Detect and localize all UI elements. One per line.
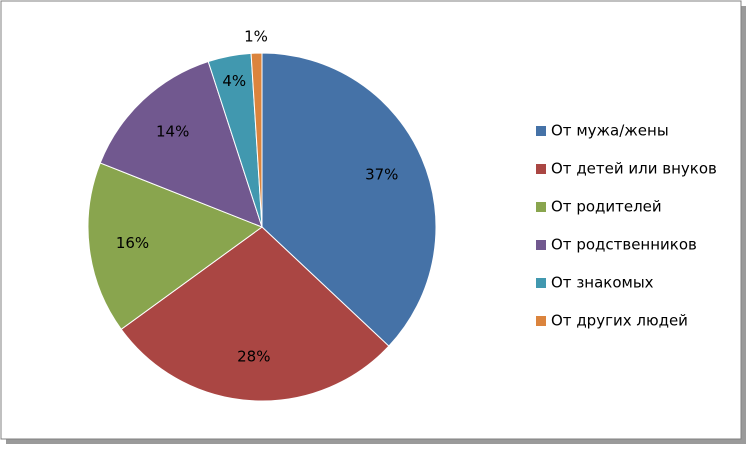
pie-slice xyxy=(261,52,437,347)
legend-label: От мужа/жены xyxy=(551,122,669,140)
data-label: 28% xyxy=(237,348,270,366)
data-label: 37% xyxy=(365,166,398,184)
data-label: 16% xyxy=(116,234,149,252)
legend-label: От родственников xyxy=(551,236,697,254)
pie-slice xyxy=(120,226,390,402)
data-label: 14% xyxy=(156,122,189,140)
legend-swatch xyxy=(536,126,546,136)
legend-label: От детей или внуков xyxy=(551,160,717,178)
legend-swatch xyxy=(536,278,546,288)
pie-slice xyxy=(87,162,264,330)
legend-swatch xyxy=(536,202,546,212)
pie-slice xyxy=(250,52,263,228)
legend-label: От других людей xyxy=(551,312,688,330)
data-label: 1% xyxy=(244,28,268,46)
legend-swatch xyxy=(536,316,546,326)
legend-label: От знакомых xyxy=(551,274,654,292)
legend-swatch xyxy=(536,240,546,250)
legend-swatch xyxy=(536,164,546,174)
legend-label: От родителей xyxy=(551,198,662,216)
data-label: 4% xyxy=(222,72,246,90)
